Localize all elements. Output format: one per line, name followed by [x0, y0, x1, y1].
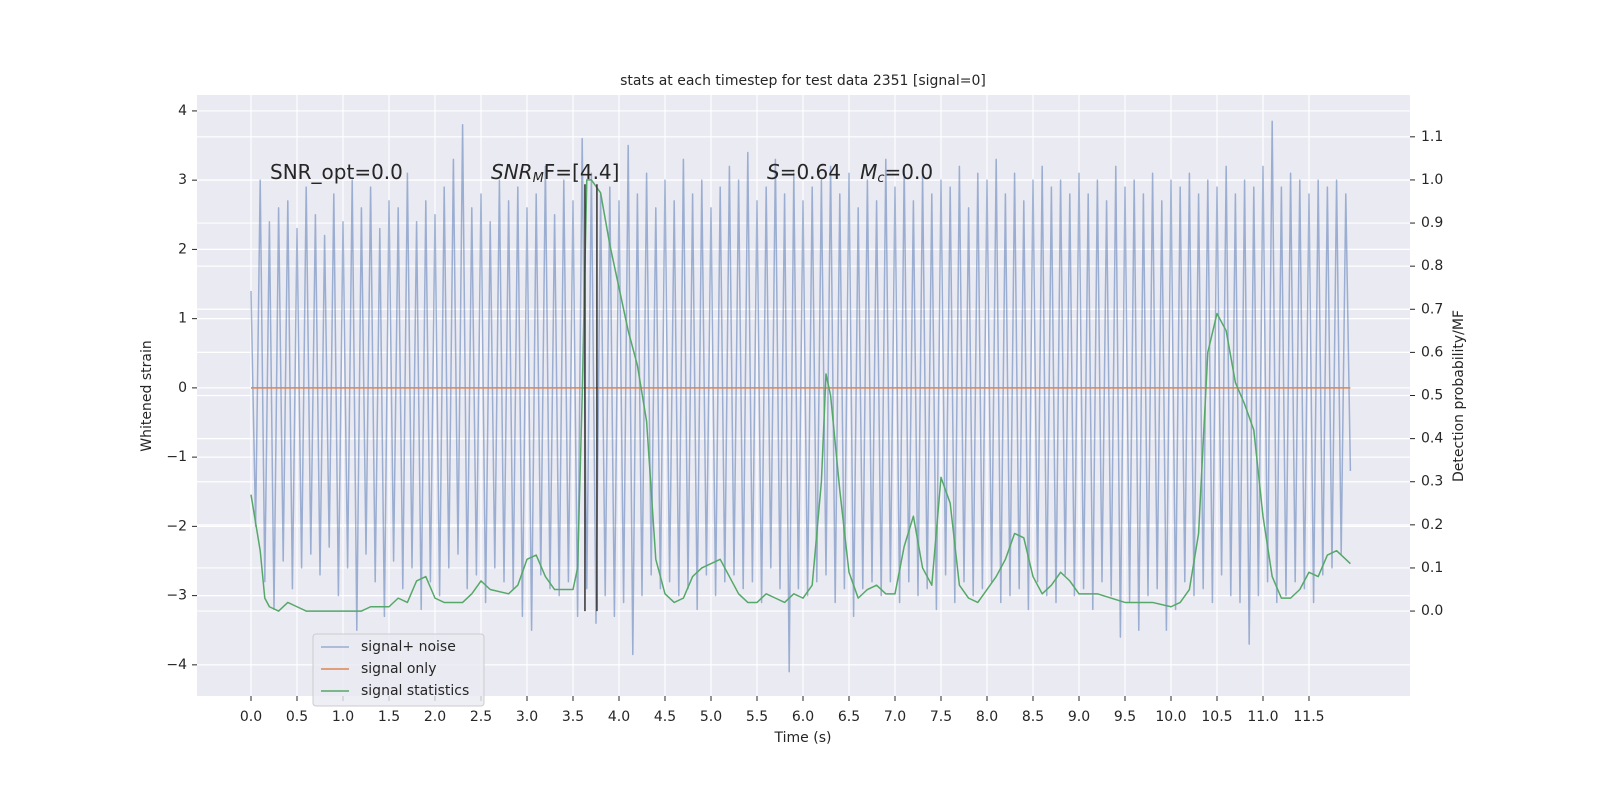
y2-tick-label: 0.0	[1421, 603, 1443, 619]
y2-tick-label: 0.6	[1421, 344, 1443, 360]
x-tick-label: 9.5	[1114, 709, 1136, 725]
x-tick-label: 5.5	[746, 709, 768, 725]
axes: 0.0 0.5 1.0 1.5 2.0 2.5 3.0 3.5 4.0 4.5 5.0 5.5 6.0 6…	[166, 103, 1443, 725]
annotation-text: =0.0	[885, 160, 934, 184]
y-tick-label: −4	[166, 657, 187, 673]
y2-tick-label: 1.0	[1421, 172, 1443, 188]
legend-label: signal only	[361, 661, 436, 677]
y-tick-label: −2	[166, 518, 187, 534]
y-tick-label: 1	[178, 311, 187, 327]
x-tick-label: 5.0	[700, 709, 722, 725]
legend: signal+ noise signal only signal statistic…	[312, 633, 485, 707]
x-tick-label: 10.5	[1201, 709, 1232, 725]
y2-tick-label: 1.1	[1421, 129, 1443, 145]
x-tick-label: 7.5	[930, 709, 952, 725]
series-line	[250, 120, 1352, 673]
annotation: SNRMF=[4.4]	[491, 160, 619, 186]
x-tick-label: 0.5	[286, 709, 308, 725]
x-tick-label: 8.0	[976, 709, 998, 725]
annotation-text: SNR_opt=0.0	[270, 160, 403, 184]
x-tick-label: 11.5	[1293, 709, 1324, 725]
x-tick-label: 1.5	[378, 709, 400, 725]
x-axis-label: Time (s)	[774, 730, 832, 746]
x-tick-label: 7.0	[884, 709, 906, 725]
annotation-text: c	[877, 171, 884, 186]
y2-tick-label: 0.9	[1421, 215, 1443, 231]
y2-tick-label: 0.3	[1421, 474, 1443, 490]
y-axis-label: Whitened strain	[139, 340, 155, 451]
x-tick-label: 6.0	[792, 709, 814, 725]
x-tick-label: 11.0	[1247, 709, 1278, 725]
x-tick-label: 2.0	[424, 709, 446, 725]
y2-tick-label: 0.2	[1421, 517, 1443, 533]
series-line	[250, 179, 1351, 612]
y-tick-label: 2	[178, 241, 187, 257]
legend-label: signal+ noise	[361, 639, 456, 655]
y2-tick-label: 0.5	[1421, 388, 1443, 404]
x-tick-label: 6.5	[838, 709, 860, 725]
y2-tick-label: 0.8	[1421, 258, 1443, 274]
marks	[250, 120, 1352, 673]
y2-axis-label: Detection probability/MF	[1451, 310, 1467, 482]
annotation-text: M	[860, 160, 877, 184]
y-tick-label: 4	[178, 103, 187, 119]
chart-title: stats at each timestep for test data 235…	[620, 73, 986, 89]
x-tick-label: 3.0	[516, 709, 538, 725]
x-tick-label: 4.5	[654, 709, 676, 725]
x-tick-label: 9.0	[1068, 709, 1090, 725]
y-tick-label: 3	[178, 172, 187, 188]
x-tick-label: 2.5	[470, 709, 492, 725]
x-tick-label: 4.0	[608, 709, 630, 725]
y-tick-label: 0	[178, 380, 187, 396]
legend-label: signal statistics	[361, 683, 469, 699]
annotation-text: SNR	[491, 160, 533, 184]
legend-box	[312, 633, 485, 707]
x-tick-label: 1.0	[332, 709, 354, 725]
y2-tick-label: 0.1	[1421, 560, 1443, 576]
annotation-text: F=[4.4]	[544, 160, 620, 184]
annotation-text: =0.64	[780, 160, 860, 184]
annotation: SNR_opt=0.0	[270, 160, 403, 184]
x-tick-label: 3.5	[562, 709, 584, 725]
annotation-text: M	[533, 171, 544, 186]
y-tick-label: −1	[166, 449, 187, 465]
annotation-text: S	[767, 160, 780, 184]
y-tick-label: −3	[166, 588, 187, 604]
y2-tick-label: 0.4	[1421, 431, 1443, 447]
x-tick-label: 0.0	[240, 709, 262, 725]
x-tick-label: 10.0	[1155, 709, 1186, 725]
y2-tick-label: 0.7	[1421, 301, 1443, 317]
annotation: S=0.64 Mc=0.0	[767, 160, 933, 186]
x-tick-label: 8.5	[1022, 709, 1044, 725]
